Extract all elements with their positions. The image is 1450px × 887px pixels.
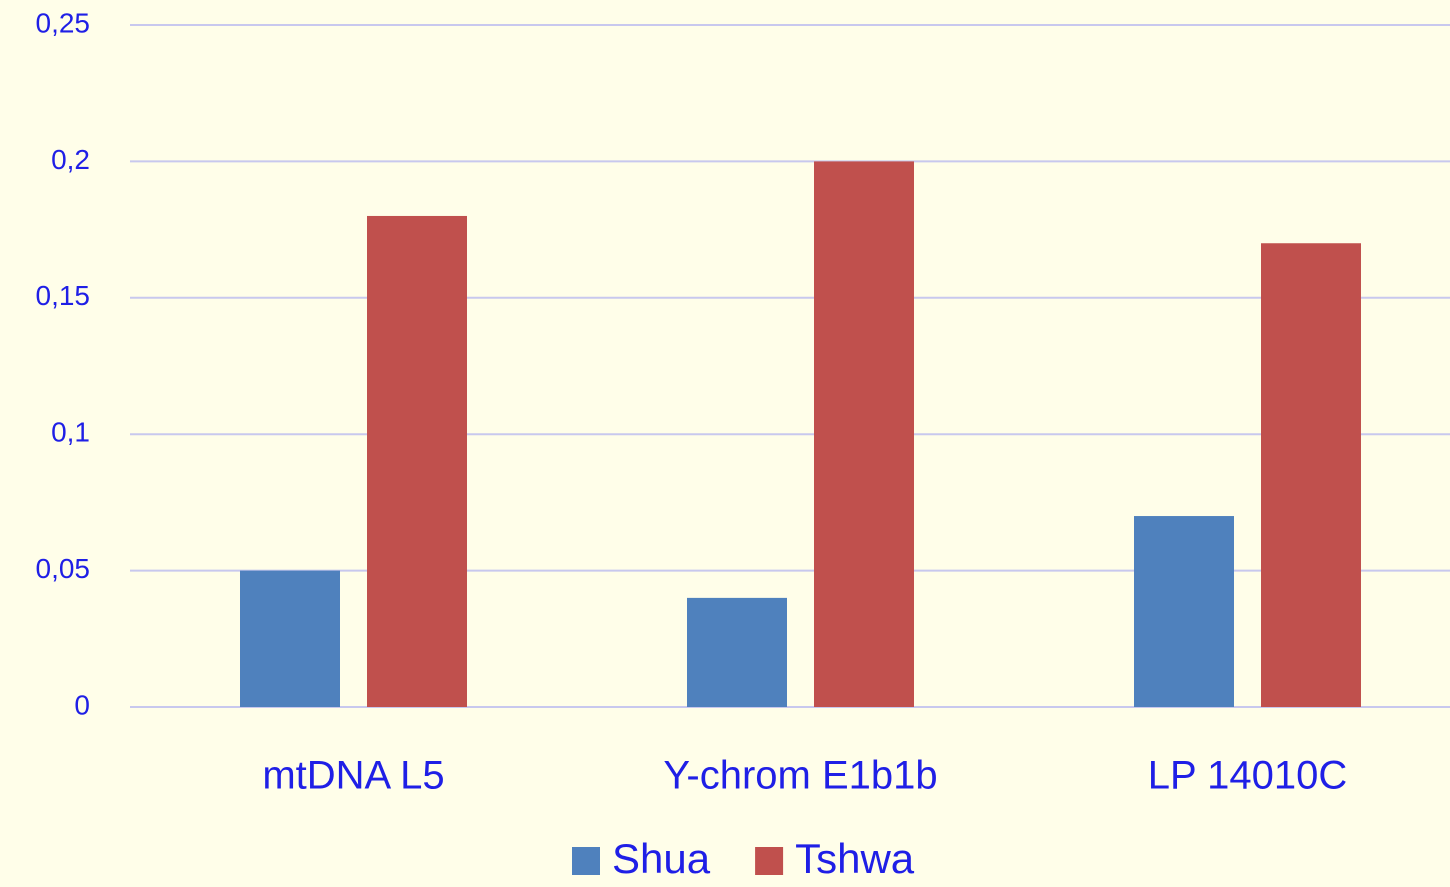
y-tick-label: 0: [74, 689, 90, 720]
bar: [240, 570, 340, 707]
y-tick-label: 0,05: [36, 553, 91, 584]
bar: [814, 161, 914, 707]
x-tick-label: Y-chrom E1b1b: [663, 754, 937, 798]
bar: [367, 215, 467, 707]
x-tick-label: LP 14010C: [1148, 754, 1347, 798]
legend-swatch: [755, 847, 784, 875]
legend-swatch: [572, 847, 600, 875]
y-tick-label: 0,1: [51, 417, 90, 448]
y-tick-label: 0,15: [36, 280, 91, 311]
legend-label: Shua: [612, 835, 711, 882]
y-tick-label: 0,2: [51, 144, 90, 175]
bar: [1261, 243, 1361, 708]
y-tick-label: 0,25: [36, 7, 91, 38]
x-tick-label: mtDNA L5: [262, 754, 444, 798]
legend-label: Tshwa: [795, 835, 915, 882]
bar: [687, 597, 787, 707]
bar: [1134, 516, 1234, 707]
